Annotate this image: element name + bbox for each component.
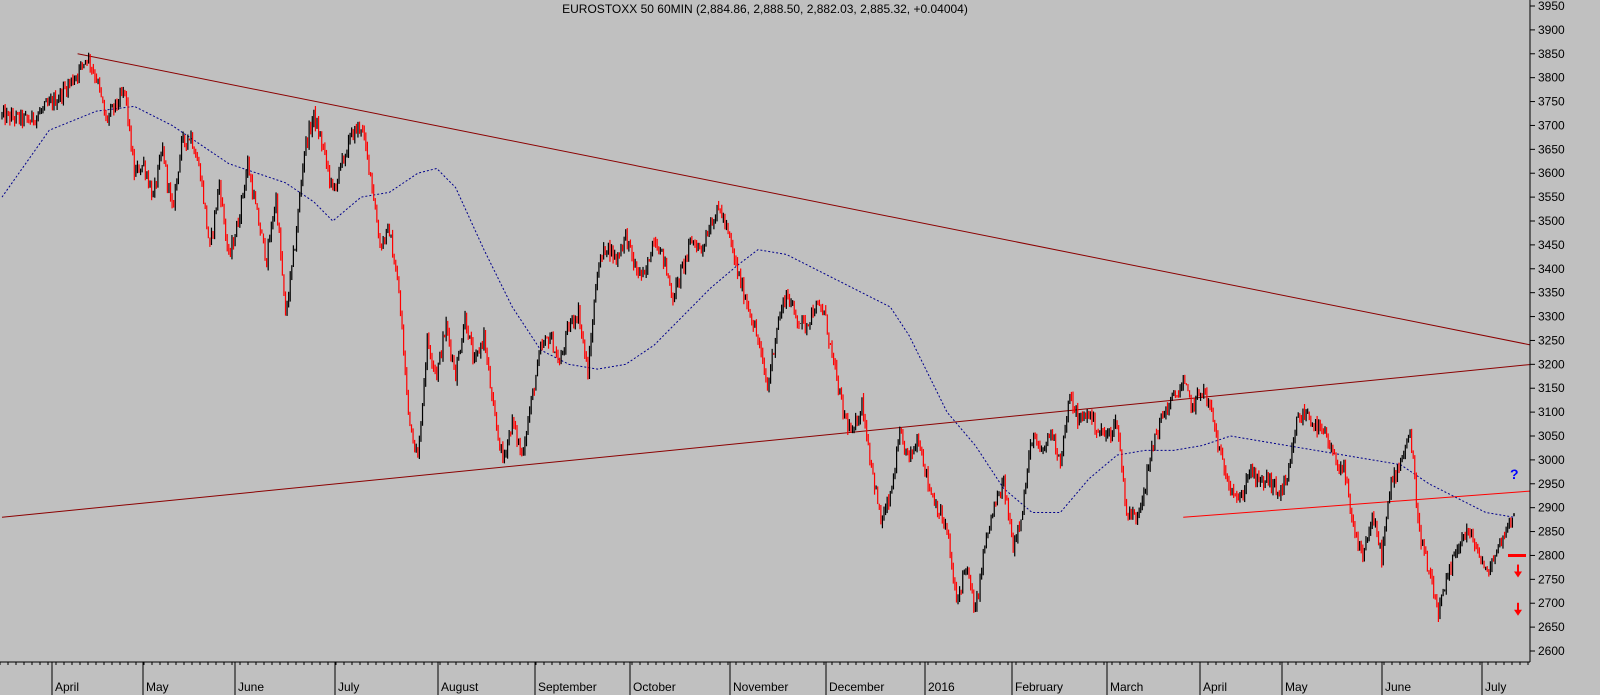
y-tick-label: 3350 <box>1538 286 1565 300</box>
x-tick-label: February <box>1015 680 1063 694</box>
x-tick-label: July <box>1485 680 1506 694</box>
trendline <box>1183 490 1533 518</box>
y-tick-label: 2900 <box>1538 501 1565 515</box>
x-tick-label: March <box>1110 680 1143 694</box>
x-tick-label: December <box>829 680 884 694</box>
y-axis-panel <box>1530 0 1600 662</box>
y-tick-label: 2950 <box>1538 477 1565 491</box>
y-tick-label: 3500 <box>1538 214 1565 228</box>
x-tick-label: April <box>1203 680 1227 694</box>
trendline <box>1 363 1533 518</box>
x-tick-label: April <box>55 680 79 694</box>
y-tick-label: 3750 <box>1538 95 1565 109</box>
x-tick-label: November <box>733 680 788 694</box>
y-tick-label: 2800 <box>1538 548 1565 562</box>
trendline <box>77 53 1533 346</box>
x-tick-label: May <box>146 680 169 694</box>
x-tick-label: 2016 <box>928 680 955 694</box>
y-tick-label: 3900 <box>1538 23 1565 37</box>
moving-average <box>1 105 1515 518</box>
x-tick-label: August <box>441 680 479 694</box>
x-tick-label: October <box>633 680 676 694</box>
x-axis-panel <box>0 662 1530 695</box>
x-tick-label: July <box>338 680 359 694</box>
y-tick-label: 3600 <box>1538 166 1565 180</box>
y-tick-label: 2850 <box>1538 525 1565 539</box>
y-tick-label: 3850 <box>1538 47 1565 61</box>
y-tick-label: 3450 <box>1538 238 1565 252</box>
y-tick-label: 2600 <box>1538 644 1565 658</box>
y-tick-label: 3250 <box>1538 333 1565 347</box>
y-tick-label: 3700 <box>1538 118 1565 132</box>
y-tick-label: 3950 <box>1538 0 1565 13</box>
down-arrow-head <box>1514 571 1522 578</box>
y-axis: 3950 3900 3850 3800 3750 3700 3650 3600 3550 3500… <box>1529 0 1600 662</box>
y-tick-label: 2650 <box>1538 620 1565 634</box>
x-axis: April May June July August September October No… <box>0 661 1530 695</box>
y-tick-label: 3050 <box>1538 429 1565 443</box>
y-tick-label: 3000 <box>1538 453 1565 467</box>
y-tick-label: 3650 <box>1538 142 1565 156</box>
y-tick-label: 3400 <box>1538 262 1565 276</box>
y-tick-label: 3100 <box>1538 405 1565 419</box>
chart-title: EUROSTOXX 50 60MIN (2,884.86, 2,888.50, … <box>562 2 968 16</box>
markers: ? <box>1508 466 1526 616</box>
candles <box>1 52 1515 623</box>
x-tick-label: September <box>538 680 597 694</box>
y-tick-label: 3800 <box>1538 71 1565 85</box>
y-tick-label: 3550 <box>1538 190 1565 204</box>
moving-average-line <box>1 105 1515 518</box>
x-tick-label: June <box>1385 680 1411 694</box>
y-tick-label: 2750 <box>1538 572 1565 586</box>
trendlines <box>1 53 1533 518</box>
y-tick-label: 3300 <box>1538 310 1565 324</box>
x-tick-label: June <box>238 680 264 694</box>
y-tick-label: 3150 <box>1538 381 1565 395</box>
question-mark: ? <box>1510 466 1519 482</box>
y-tick-label: 2700 <box>1538 596 1565 610</box>
y-tick-label: 3200 <box>1538 357 1565 371</box>
down-arrow-head <box>1514 609 1522 616</box>
x-tick-label: May <box>1285 680 1308 694</box>
